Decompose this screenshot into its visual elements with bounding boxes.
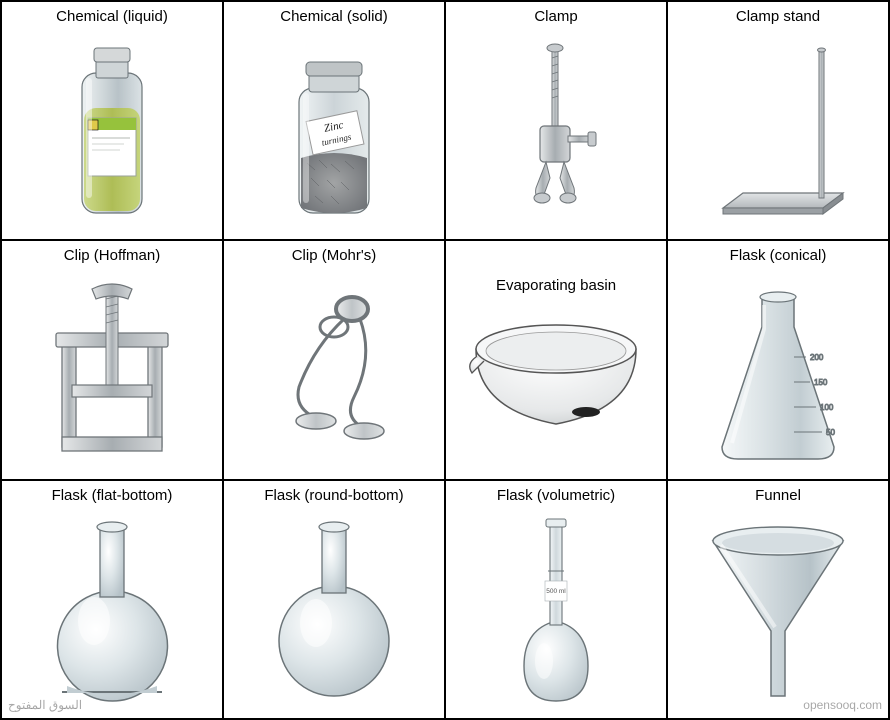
equipment-grid: Chemical (liquid) [0,0,890,720]
cell-flask-round-bottom: Flask (round-bottom) [223,480,445,719]
watermark-left: السوق المفتوح [8,698,82,712]
cell-flask-conical: Flask (conical) 200 150 100 50 [667,240,889,479]
icon-evaporating-basin [450,309,662,474]
label-clip-hoffman: Clip (Hoffman) [64,247,160,265]
icon-flask-volumetric: 500 ml [450,509,662,714]
icon-chemical-solid: Zinc turnings [228,30,440,235]
label-flask-round-bottom: Flask (round-bottom) [264,487,403,505]
label-funnel: Funnel [755,487,801,505]
label-clamp: Clamp [534,8,577,26]
cell-chemical-liquid: Chemical (liquid) [1,1,223,240]
icon-clip-mohrs [228,269,440,474]
label-flask-flat-bottom: Flask (flat-bottom) [52,487,173,505]
label-flask-conical: Flask (conical) [730,247,827,265]
icon-funnel [672,509,884,714]
icon-flask-flat-bottom [6,509,218,714]
cell-clamp-stand: Clamp stand [667,1,889,240]
icon-clamp [450,30,662,235]
svg-text:150: 150 [814,378,828,387]
icon-flask-conical: 200 150 100 50 [672,269,884,474]
label-clip-mohrs: Clip (Mohr's) [292,247,377,265]
svg-text:200: 200 [810,353,824,362]
cell-clip-hoffman: Clip (Hoffman) [1,240,223,479]
icon-clip-hoffman [6,269,218,474]
label-flask-volumetric: Flask (volumetric) [497,487,615,505]
label-chemical-solid: Chemical (solid) [280,8,388,26]
icon-flask-round-bottom [228,509,440,714]
label-chemical-liquid: Chemical (liquid) [56,8,168,26]
cell-funnel: Funnel [667,480,889,719]
watermark-right: opensooq.com [803,698,882,712]
icon-clamp-stand [672,30,884,235]
label-clamp-stand: Clamp stand [736,8,820,26]
svg-text:100: 100 [820,403,834,412]
cell-evaporating-basin: Evaporating basin [445,240,667,479]
svg-text:50: 50 [826,428,835,437]
svg-text:500 ml: 500 ml [546,588,566,595]
label-evaporating-basin: Evaporating basin [496,277,616,295]
cell-chemical-solid: Chemical (solid) [223,1,445,240]
cell-clamp: Clamp [445,1,667,240]
cell-clip-mohrs: Clip (Mohr's) [223,240,445,479]
cell-flask-flat-bottom: Flask (flat-bottom) [1,480,223,719]
cell-flask-volumetric: Flask (volumetric) [445,480,667,719]
icon-chemical-liquid [6,30,218,235]
